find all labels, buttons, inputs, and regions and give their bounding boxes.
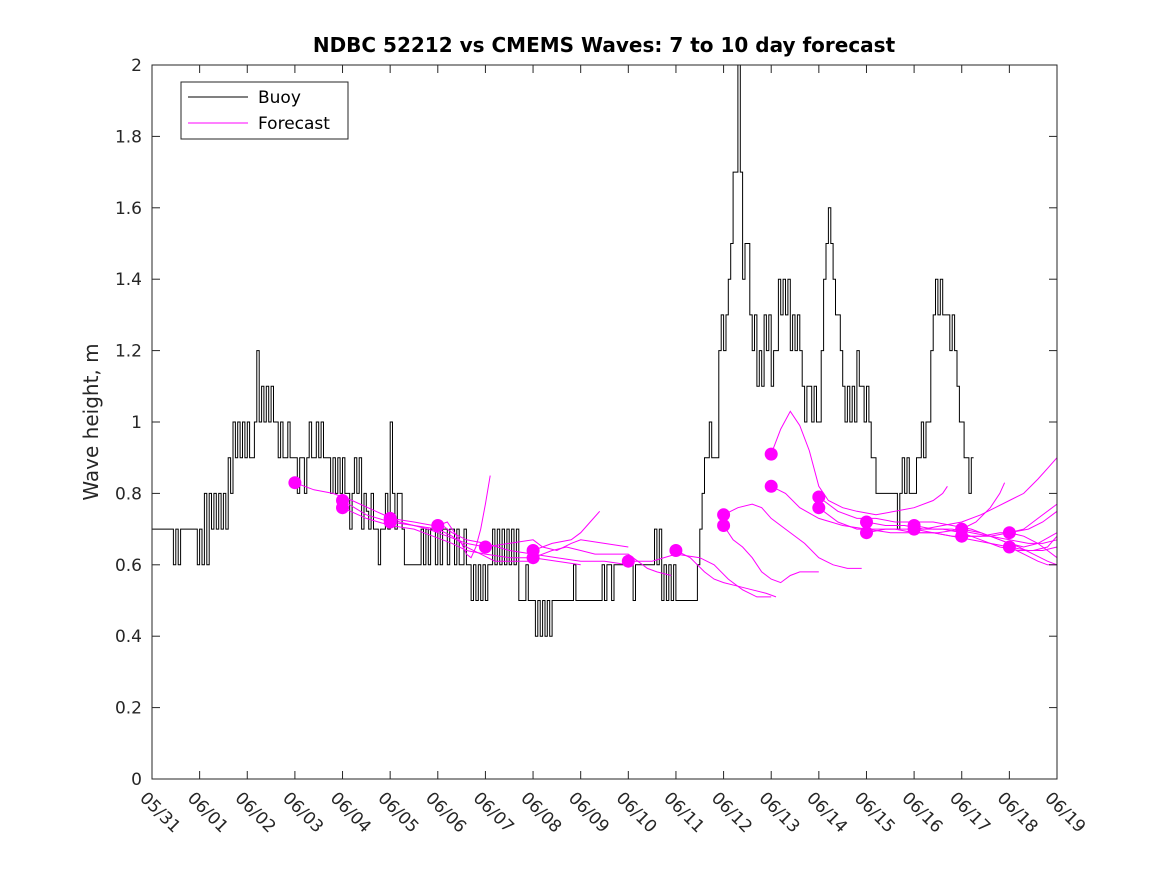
buoy-series-line [152,64,974,637]
forecast-run-line-6 [532,510,601,551]
forecast-run-line-22 [1009,532,1058,559]
forecast-run-line-19 [914,528,1058,551]
legend-buoy-label: Buoy [258,88,301,108]
forecast-start-marker-10 [669,544,683,557]
y-tick-label: 0.8 [115,484,142,504]
forecast-run-line-9 [675,550,777,598]
forecast-run-line-8 [628,553,772,598]
forecast-start-marker-23 [1002,526,1016,540]
forecast-start-marker-14 [764,479,778,493]
series-layer [152,64,1058,637]
forecast-run-line-12 [770,410,948,516]
forecast-start-marker-4 [383,515,397,529]
y-tick-label: 2 [131,56,142,76]
forecast-start-marker-11 [717,508,731,522]
y-tick-label: 1.4 [115,270,142,290]
plot-area [152,65,1057,779]
legend-box [180,81,349,140]
forecast-run-line-5 [485,539,629,552]
chart-title: NDBC 52212 vs CMEMS Waves: 7 to 10 day f… [313,33,896,57]
forecast-start-marker-12 [717,519,731,532]
y-tick-label: 1.2 [115,342,142,362]
y-tick-label: 0.4 [115,627,142,647]
y-axis-label: Wave height, m [79,343,103,500]
forecast-start-marker-0 [288,476,302,490]
forecast-run-line-10 [723,503,862,569]
legend-forecast-label: Forecast [258,114,330,134]
forecast-start-marker-13 [764,447,778,461]
forecast-start-marker-16 [812,501,826,515]
y-tick-label: 0.2 [115,699,142,719]
forecast-run-line-1 [342,500,534,562]
forecast-start-marker-17 [860,515,873,529]
forecast-start-marker-5 [431,519,445,532]
forecast-run-line-11 [723,525,819,584]
forecast-start-marker-15 [812,490,826,504]
forecast-start-marker-2 [336,501,349,515]
y-tick-label: 0.6 [115,556,142,576]
y-tick-label: 0 [131,770,142,790]
forecast-start-marker-6 [478,540,492,554]
forecast-run-line-20 [961,528,1058,566]
forecast-run-line-13 [770,482,1006,534]
forecast-start-marker-20 [907,522,921,536]
forecast-run-line-7 [532,546,672,576]
y-tick-label: 1.8 [115,127,142,147]
legend: Buoy Forecast [180,81,349,140]
forecast-start-marker-22 [955,529,969,543]
y-tick-label: 1.6 [115,199,142,219]
forecast-run-line-17 [866,457,1058,534]
forecast-start-marker-18 [860,526,873,540]
forecast-start-marker-24 [1002,540,1016,554]
forecast-start-marker-9 [621,554,635,568]
forecast-run-line-4 [437,475,491,559]
forecast-run-line-14 [818,496,1058,544]
forecast-start-marker-8 [526,551,540,565]
y-tick-label: 1 [131,413,142,433]
